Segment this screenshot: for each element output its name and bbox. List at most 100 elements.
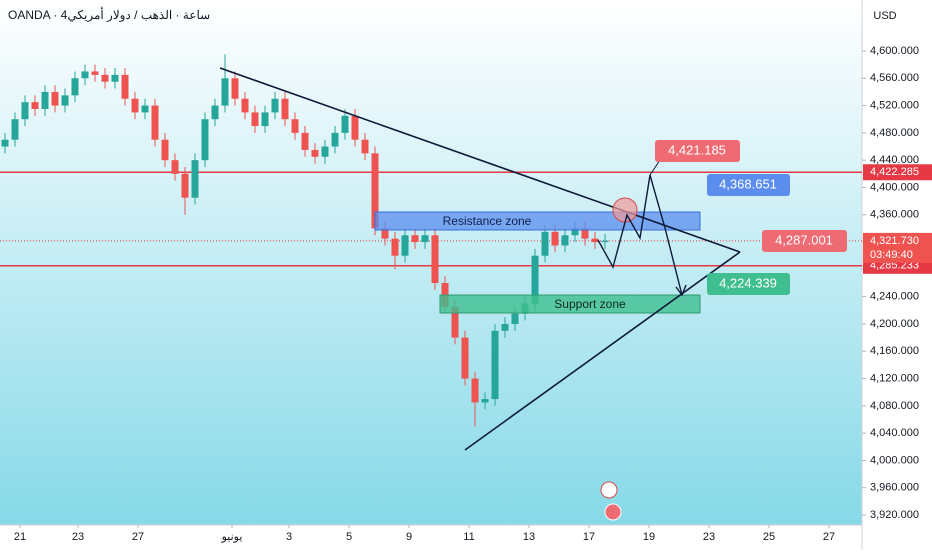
x-tick-label: يونيو	[221, 531, 243, 543]
candle-body	[481, 399, 489, 403]
candle-body	[171, 160, 179, 174]
candle-body	[201, 119, 209, 161]
candle-body	[341, 115, 349, 133]
x-tick-label: 23	[703, 531, 715, 543]
y-tick-label: 4,120.000	[870, 372, 919, 384]
y-tick-label: 4,400.000	[870, 181, 919, 193]
candle-body	[321, 146, 329, 157]
callout-label: 4,421.185	[668, 142, 726, 157]
y-tick-label: 4,040.000	[870, 427, 919, 439]
candle-body	[211, 105, 219, 120]
x-tick-label: 27	[132, 531, 144, 543]
candle-body	[541, 231, 549, 256]
candle-body	[51, 91, 59, 106]
drawings: Resistance zone Support zone 4,421.185 4…	[219, 67, 847, 521]
projection-path	[597, 174, 683, 296]
callout-box	[707, 273, 790, 295]
callout-pointer	[649, 159, 661, 176]
support-zone	[439, 294, 701, 314]
candle-body	[461, 337, 469, 379]
candle-body	[391, 238, 399, 256]
candle-body	[131, 98, 139, 113]
candle-body	[181, 173, 189, 198]
callout-box	[707, 174, 790, 196]
candle-body	[151, 105, 159, 140]
candle-body	[531, 255, 539, 304]
candle-body	[331, 132, 339, 147]
y-tick-label: 4,520.000	[870, 99, 919, 111]
x-tick-label: 17	[583, 531, 595, 543]
candle-body	[571, 228, 579, 236]
candle-body	[471, 378, 479, 403]
candle-body	[411, 235, 419, 243]
candle-body	[71, 78, 79, 96]
candle-body	[141, 105, 149, 113]
arrow-head	[675, 284, 687, 297]
candle-body	[551, 231, 559, 246]
trend-line	[219, 67, 741, 253]
y-tick-label: 4,080.000	[870, 400, 919, 412]
candle-body	[121, 74, 129, 99]
candle-body	[351, 115, 359, 140]
y-tick-label: 4,440.000	[870, 154, 919, 166]
y-tick-label: 4,480.000	[870, 127, 919, 139]
callout-box	[762, 230, 847, 252]
candle-body	[301, 132, 309, 150]
x-tick-label: 21	[14, 531, 26, 543]
candle-body	[381, 228, 389, 239]
x-tick-label: 19	[643, 531, 655, 543]
x-tick-label: 27	[823, 531, 835, 543]
candle-body	[431, 235, 439, 284]
time-axis	[0, 525, 862, 550]
plot-background	[0, 0, 862, 525]
candle-body	[561, 235, 569, 246]
candle-body	[501, 323, 509, 331]
y-tick-label: 4,200.000	[870, 318, 919, 330]
candle-body	[311, 149, 319, 157]
candle-body	[261, 112, 269, 127]
event-icon[interactable]	[604, 503, 622, 521]
candle-body	[601, 240, 609, 243]
candle-body	[591, 238, 599, 243]
candle-body	[1, 139, 9, 147]
candle-body	[361, 139, 369, 154]
y-tick-label: 4,160.000	[870, 345, 919, 357]
current-price-label: 4,321.730	[870, 235, 919, 247]
x-tick-label: 13	[523, 531, 535, 543]
candle-body	[61, 95, 69, 106]
candle-body	[491, 330, 499, 400]
candle-body	[231, 78, 239, 99]
candle-body	[281, 98, 289, 120]
candle-body	[41, 91, 49, 109]
event-icon[interactable]	[600, 481, 618, 499]
candle-body	[81, 71, 89, 79]
candle-body	[111, 74, 119, 82]
y-tick-label: 4,600.000	[870, 45, 919, 57]
x-tick-label: 3	[286, 531, 292, 543]
y-tick-label: 4,360.000	[870, 209, 919, 221]
callout-box	[655, 140, 740, 162]
callout-label: 4,287.001	[775, 232, 833, 247]
candle-body	[291, 119, 299, 133]
candle-body	[31, 102, 39, 109]
candle-body	[91, 71, 99, 75]
candle-body	[401, 235, 409, 256]
candle-body	[511, 313, 519, 324]
candle-body	[371, 153, 379, 229]
currency: USD	[873, 10, 896, 22]
trend-line	[464, 251, 741, 451]
candle-body	[101, 74, 109, 82]
highlight-circle	[612, 197, 638, 223]
callout-label: 4,224.339	[719, 275, 777, 290]
candle-body	[191, 160, 199, 198]
candle-body	[161, 139, 169, 161]
current-price-tag	[863, 232, 932, 263]
candle-body	[271, 98, 279, 113]
candle-body	[251, 112, 259, 127]
y-tick-label: 3,920.000	[870, 509, 919, 521]
price-tag	[863, 164, 932, 181]
symbol-header: OANDA · 4ساعة · الذهب / دولار أمريكي	[8, 7, 210, 22]
candle-body	[581, 228, 589, 239]
x-tick-label: 23	[72, 531, 84, 543]
